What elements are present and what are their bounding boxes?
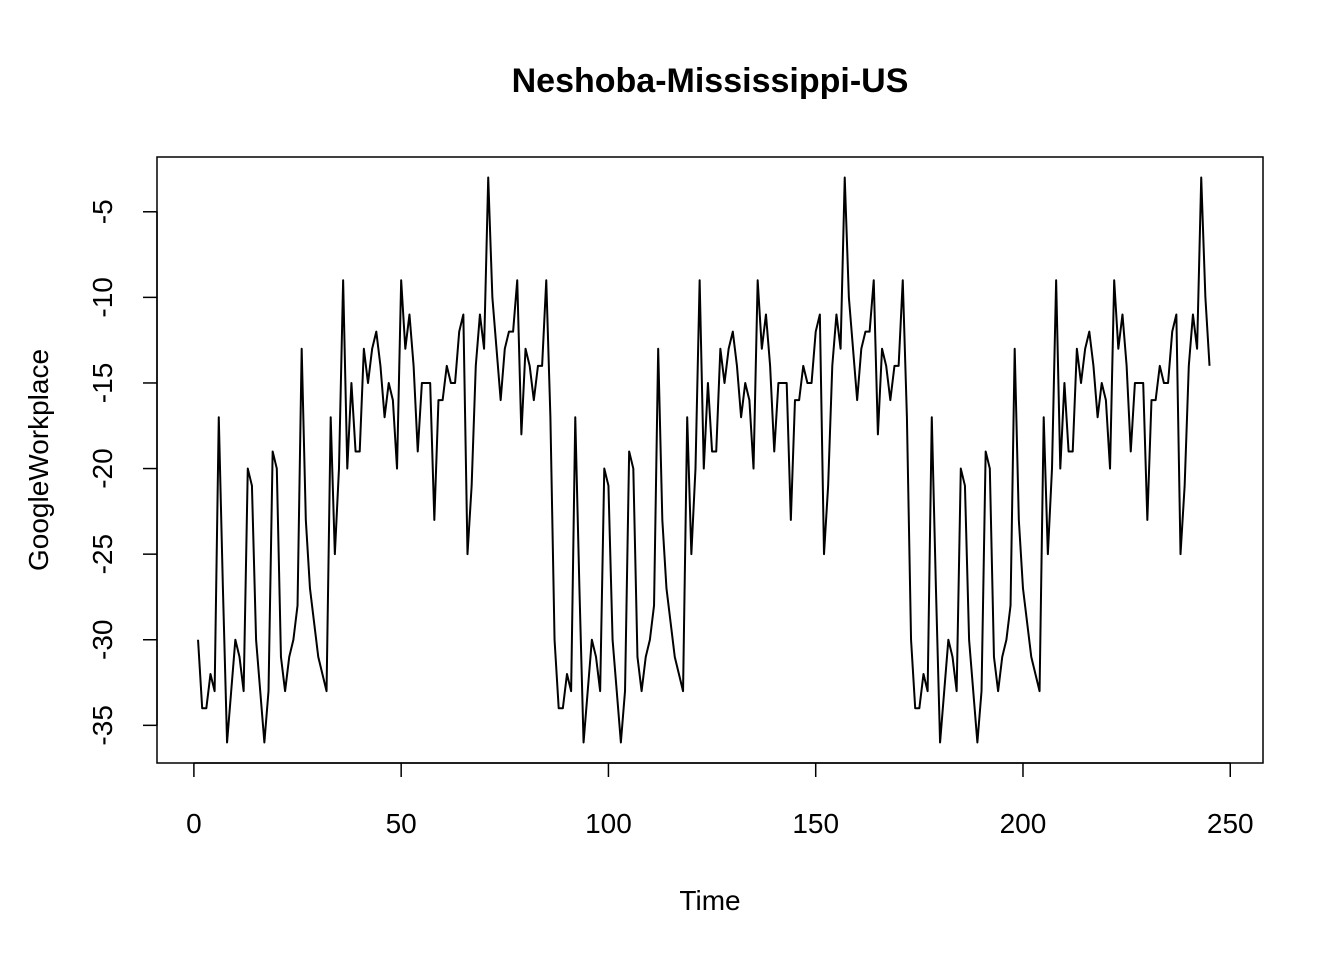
x-axis-label: Time bbox=[679, 885, 740, 916]
series-layer bbox=[197, 176, 1211, 744]
y-tick-label: -15 bbox=[87, 363, 118, 403]
x-tick-label: 200 bbox=[1000, 808, 1047, 839]
x-tick-label: 250 bbox=[1207, 808, 1254, 839]
x-tick-label: 100 bbox=[585, 808, 632, 839]
x-axis: 0 50 100 150 200 250 bbox=[186, 762, 1254, 839]
y-tick-label: -35 bbox=[87, 705, 118, 745]
y-tick-label: -25 bbox=[87, 534, 118, 574]
y-tick-label: -5 bbox=[87, 199, 118, 224]
x-tick-label: 150 bbox=[792, 808, 839, 839]
y-axis-label: GoogleWorkplace bbox=[23, 349, 54, 571]
y-tick-label: -20 bbox=[87, 448, 118, 488]
y-axis: -35 -30 -25 -20 -15 -10 -5 bbox=[87, 199, 158, 746]
x-tick-label: 0 bbox=[186, 808, 202, 839]
y-tick-label: -30 bbox=[87, 620, 118, 660]
chart-title: Neshoba-Mississippi-US bbox=[512, 62, 909, 100]
y-tick-label: -10 bbox=[87, 277, 118, 317]
x-tick-label: 50 bbox=[386, 808, 417, 839]
series-line bbox=[197, 176, 1211, 744]
